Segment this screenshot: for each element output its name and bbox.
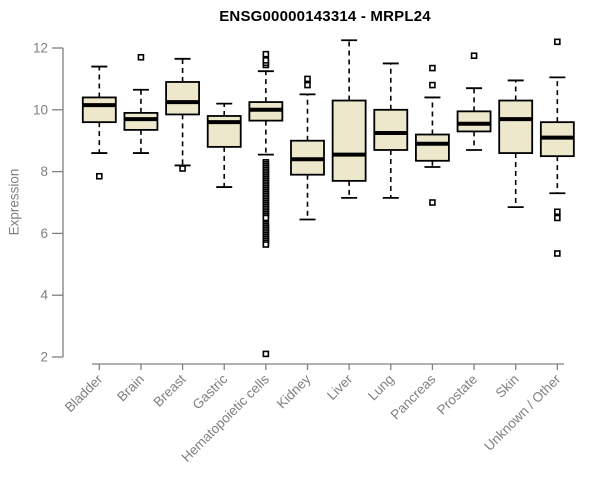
y-tick-label: 8 bbox=[40, 164, 48, 179]
y-tick-label: 12 bbox=[33, 41, 48, 56]
outlier-point bbox=[554, 250, 561, 257]
outlier-point bbox=[262, 214, 270, 222]
outlier-point bbox=[429, 81, 436, 89]
y-tick-label: 6 bbox=[40, 226, 48, 241]
outlier-point bbox=[429, 64, 436, 72]
box-group-pancreas bbox=[415, 64, 450, 206]
outlier-point bbox=[96, 172, 103, 180]
x-tick-label: Gastric bbox=[189, 371, 230, 412]
box-group-liver bbox=[331, 39, 367, 199]
outlier-point bbox=[429, 199, 436, 206]
outlier-point bbox=[179, 165, 186, 172]
y-tick-label: 2 bbox=[40, 350, 48, 365]
iqr-box bbox=[123, 111, 159, 131]
iqr-box bbox=[498, 99, 534, 154]
outlier-point bbox=[304, 75, 311, 83]
x-tick-label: Liver bbox=[324, 371, 356, 403]
x-tick-label: Lung bbox=[365, 372, 397, 404]
outlier-point bbox=[304, 81, 311, 89]
x-tick-label: Pancreas bbox=[388, 371, 439, 422]
outlier-point bbox=[262, 350, 270, 358]
x-tick-label: Brain bbox=[114, 372, 147, 405]
box-group-lung bbox=[373, 62, 409, 199]
x-tick-label: Unknown / Other bbox=[481, 371, 564, 454]
outlier-point bbox=[137, 53, 145, 61]
iqr-box bbox=[331, 99, 367, 182]
chart-title: ENSG00000143314 - MRPL24 bbox=[219, 8, 431, 25]
iqr-box bbox=[373, 108, 409, 151]
box-group-hematopoietic-cells bbox=[248, 50, 284, 358]
y-tick-label: 4 bbox=[40, 288, 48, 303]
x-tick-label: Bladder bbox=[62, 371, 106, 415]
outlier-point bbox=[554, 38, 561, 46]
box-group-bladder bbox=[81, 65, 117, 180]
box-group-prostate bbox=[456, 52, 492, 151]
x-tick-label: Kidney bbox=[274, 371, 314, 411]
outlier-point bbox=[554, 214, 561, 222]
box-group-breast bbox=[165, 57, 200, 172]
outlier-point bbox=[262, 57, 270, 64]
iqr-box bbox=[165, 81, 200, 116]
x-tick-label: Skin bbox=[493, 372, 522, 401]
outlier-point bbox=[554, 208, 561, 216]
outlier-point bbox=[470, 52, 478, 60]
y-tick-label: 10 bbox=[33, 102, 48, 117]
box-group-unknown-other bbox=[539, 38, 575, 257]
outlier-point bbox=[262, 241, 270, 248]
box-group-kidney bbox=[290, 75, 325, 221]
iqr-box bbox=[81, 96, 117, 124]
box-group-skin bbox=[498, 79, 534, 209]
box-group-brain bbox=[123, 53, 159, 154]
iqr-box bbox=[456, 110, 492, 133]
iqr-box bbox=[415, 133, 450, 162]
x-tick-label: Breast bbox=[150, 371, 188, 409]
x-tick-label: Prostate bbox=[434, 372, 480, 418]
outlier-point bbox=[262, 50, 270, 58]
box-group-gastric bbox=[206, 102, 242, 188]
